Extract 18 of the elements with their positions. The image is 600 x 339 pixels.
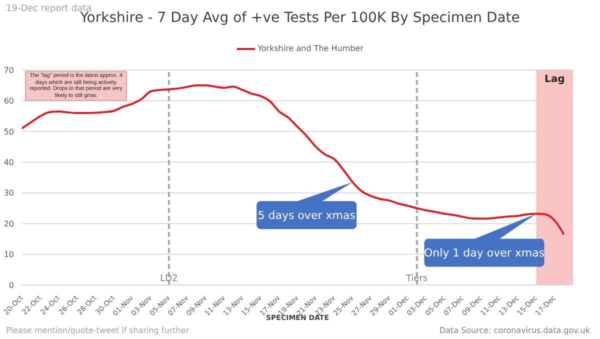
- y-tick-label: 10: [4, 250, 14, 260]
- y-tick-label: 0: [8, 280, 14, 290]
- y-tick-label: 50: [4, 127, 14, 136]
- annotation: 5 days over xmas: [258, 209, 356, 222]
- y-tick-label: 60: [4, 96, 14, 106]
- line-series: [22, 84, 565, 236]
- y-tick-label: 20: [4, 219, 14, 228]
- ref-line-label: LD2: [160, 274, 178, 284]
- chart-title: Yorkshire - 7 Day Avg of +ve Tests Per 100K By Specimen Date: [80, 10, 521, 26]
- source-note: Data Source: coronavirus.data.gov.uk: [439, 326, 590, 335]
- band-label: Lag: [544, 74, 565, 86]
- legend-label: Yorkshire and The Humber: [256, 44, 364, 53]
- y-tick-label: 70: [4, 66, 14, 75]
- annotation: Only 1 day over xmas: [424, 246, 545, 260]
- y-tick-label: 40: [4, 158, 14, 167]
- ref-line-label: Tiers: [405, 274, 428, 284]
- text: Please mention/quote-tweet if sharing further: [6, 326, 190, 335]
- y-tick-label: 30: [4, 188, 14, 198]
